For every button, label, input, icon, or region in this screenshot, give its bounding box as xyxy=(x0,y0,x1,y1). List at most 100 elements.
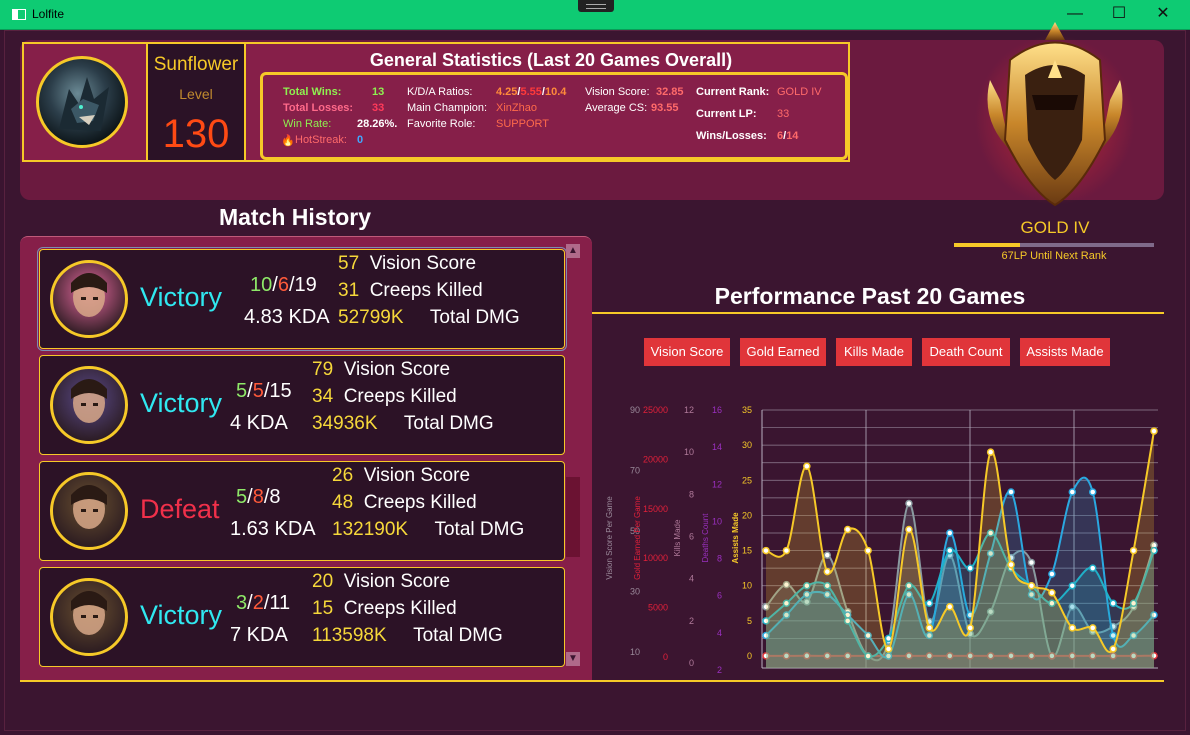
close-button[interactable]: ✕ xyxy=(1156,5,1170,22)
vision-score-stat: 20 Vision Score xyxy=(312,571,451,592)
data-point xyxy=(782,599,791,608)
maximize-button[interactable]: ☐ xyxy=(1111,5,1127,22)
data-point xyxy=(762,652,770,660)
window-title: Lolfite xyxy=(32,7,65,21)
data-point xyxy=(1150,611,1158,619)
kda-score: 3/2/11 xyxy=(236,592,291,614)
creeps-killed-stat: 31 Creeps Killed xyxy=(338,280,483,301)
data-point xyxy=(1027,652,1036,660)
legend-kills-made-button[interactable]: Kills Made xyxy=(836,338,912,366)
data-point xyxy=(1129,546,1138,555)
axis-tick-label: 4 xyxy=(717,628,722,638)
data-point xyxy=(1129,599,1138,608)
data-point xyxy=(986,549,995,558)
axis-tick-label: 4 xyxy=(689,574,694,584)
legend-death-count-button[interactable]: Death Count xyxy=(922,338,1010,366)
data-point xyxy=(905,525,913,534)
match-card[interactable]: Defeat 5/8/8 1.63 KDA 26 Vision Score 48 Cre… xyxy=(39,461,565,561)
data-point xyxy=(823,652,832,660)
title-bar: Lolfite — ☐ ✕ xyxy=(0,0,1190,30)
axis-tick-label: 30 xyxy=(630,587,640,597)
app-icon xyxy=(12,9,26,20)
data-point xyxy=(823,567,832,576)
data-point xyxy=(1048,652,1056,660)
data-point xyxy=(946,652,954,660)
data-point xyxy=(986,529,995,537)
data-point xyxy=(1150,427,1158,435)
data-point xyxy=(1109,599,1117,608)
scroll-up-icon[interactable]: ▲ xyxy=(566,244,580,258)
axis-tick-label: 12 xyxy=(712,479,722,489)
axis-tick-label: 10000 xyxy=(643,553,668,563)
data-point xyxy=(986,607,995,616)
data-point xyxy=(762,603,770,611)
data-point xyxy=(1088,652,1097,660)
data-point xyxy=(946,603,954,611)
axis-tick-label: 15000 xyxy=(643,504,668,514)
legend-vision-score-button[interactable]: Vision Score xyxy=(644,338,730,366)
main-champion-value: XinZhao xyxy=(496,102,537,114)
data-point xyxy=(925,599,934,608)
legend-assists-made-button[interactable]: Assists Made xyxy=(1020,338,1110,366)
fire-icon: 🔥 xyxy=(281,135,295,147)
data-point xyxy=(1150,546,1158,555)
win-rate-label: Win Rate: xyxy=(283,118,332,130)
average-cs-value: 93.55 xyxy=(651,102,679,114)
lp-progress-bar xyxy=(954,243,1154,247)
match-card[interactable]: Victory 3/2/11 7 KDA 20 Vision Score 15 Cree… xyxy=(39,567,565,667)
data-point xyxy=(1109,631,1117,640)
axis-tick-label: 30 xyxy=(742,440,752,450)
data-point xyxy=(1109,652,1117,660)
data-point xyxy=(946,529,954,537)
total-damage-stat: 34936K Total DMG xyxy=(312,413,494,434)
axis-label: Kills Made xyxy=(673,519,682,556)
total-wins-value: 13 xyxy=(372,86,385,98)
match-history-scrollbar[interactable]: ▲ ▼ xyxy=(564,244,582,678)
level-label: Level xyxy=(179,86,213,102)
creeps-killed-stat: 48 Creeps Killed xyxy=(332,492,477,513)
vision-score-stat: 26 Vision Score xyxy=(332,465,471,486)
data-point xyxy=(1048,588,1056,597)
data-point xyxy=(1068,488,1077,496)
data-point xyxy=(884,645,893,653)
win-rate-value: 28.26%. xyxy=(357,118,398,130)
axis-tick-label: 2 xyxy=(689,616,694,626)
data-point xyxy=(782,546,791,555)
data-point xyxy=(1027,590,1036,599)
axis-tick-label: 2 xyxy=(717,665,722,675)
scroll-down-icon[interactable]: ▼ xyxy=(566,652,580,666)
scroll-thumb[interactable] xyxy=(566,477,580,557)
data-point xyxy=(864,652,872,660)
data-point xyxy=(843,652,852,660)
axis-tick-label: 20000 xyxy=(643,454,668,464)
data-point xyxy=(925,624,934,632)
hotstreak-label: HotStreak: xyxy=(295,134,347,146)
axis-tick-label: 5 xyxy=(747,616,752,626)
player-name: Sunflower xyxy=(153,54,239,75)
axis-tick-label: 90 xyxy=(630,405,640,415)
drag-grip-icon[interactable] xyxy=(578,0,614,12)
match-card[interactable]: Victory 5/5/15 4 KDA 79 Vision Score 34 Cree… xyxy=(39,355,565,455)
general-stats-title: General Statistics (Last 20 Games Overal… xyxy=(369,50,733,70)
data-point xyxy=(1007,652,1015,660)
axis-tick-label: 0 xyxy=(663,652,668,662)
total-losses-value: 33 xyxy=(372,102,385,114)
data-point xyxy=(823,581,832,590)
data-point xyxy=(782,580,791,589)
vision-score-value: 32.85 xyxy=(656,86,684,98)
data-point xyxy=(803,652,811,660)
axis-tick-label: 6 xyxy=(717,591,722,601)
legend-gold-earned-button[interactable]: Gold Earned xyxy=(740,338,826,366)
champion-portrait xyxy=(50,578,128,656)
axis-tick-label: 10 xyxy=(630,647,640,657)
minimize-button[interactable]: — xyxy=(1067,5,1083,22)
kda-score: 5/8/8 xyxy=(236,486,281,508)
current-lp-label: Current LP: xyxy=(696,108,757,120)
match-card[interactable]: Victory 10/6/19 4.83 KDA 57 Vision Score 31 … xyxy=(37,247,567,351)
average-cs-label: Average CS: xyxy=(585,102,648,114)
total-losses-label: Total Losses: xyxy=(283,102,354,114)
data-point xyxy=(1088,488,1097,496)
data-point xyxy=(986,652,995,660)
axis-tick-label: 35 xyxy=(742,405,752,415)
favorite-role-value: SUPPORT xyxy=(496,118,549,130)
